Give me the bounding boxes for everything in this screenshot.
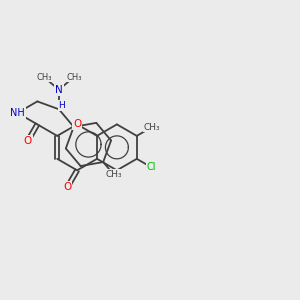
- Text: Cl: Cl: [146, 162, 156, 172]
- Text: H: H: [58, 101, 65, 110]
- Text: CH₃: CH₃: [143, 123, 160, 132]
- Text: O: O: [23, 136, 32, 146]
- Text: N: N: [55, 85, 63, 95]
- Text: NH: NH: [10, 108, 25, 118]
- Text: CH₃: CH₃: [106, 170, 122, 179]
- Text: O: O: [73, 119, 81, 129]
- Text: O: O: [63, 182, 71, 192]
- Text: CH₃: CH₃: [36, 73, 52, 82]
- Text: CH₃: CH₃: [66, 73, 82, 82]
